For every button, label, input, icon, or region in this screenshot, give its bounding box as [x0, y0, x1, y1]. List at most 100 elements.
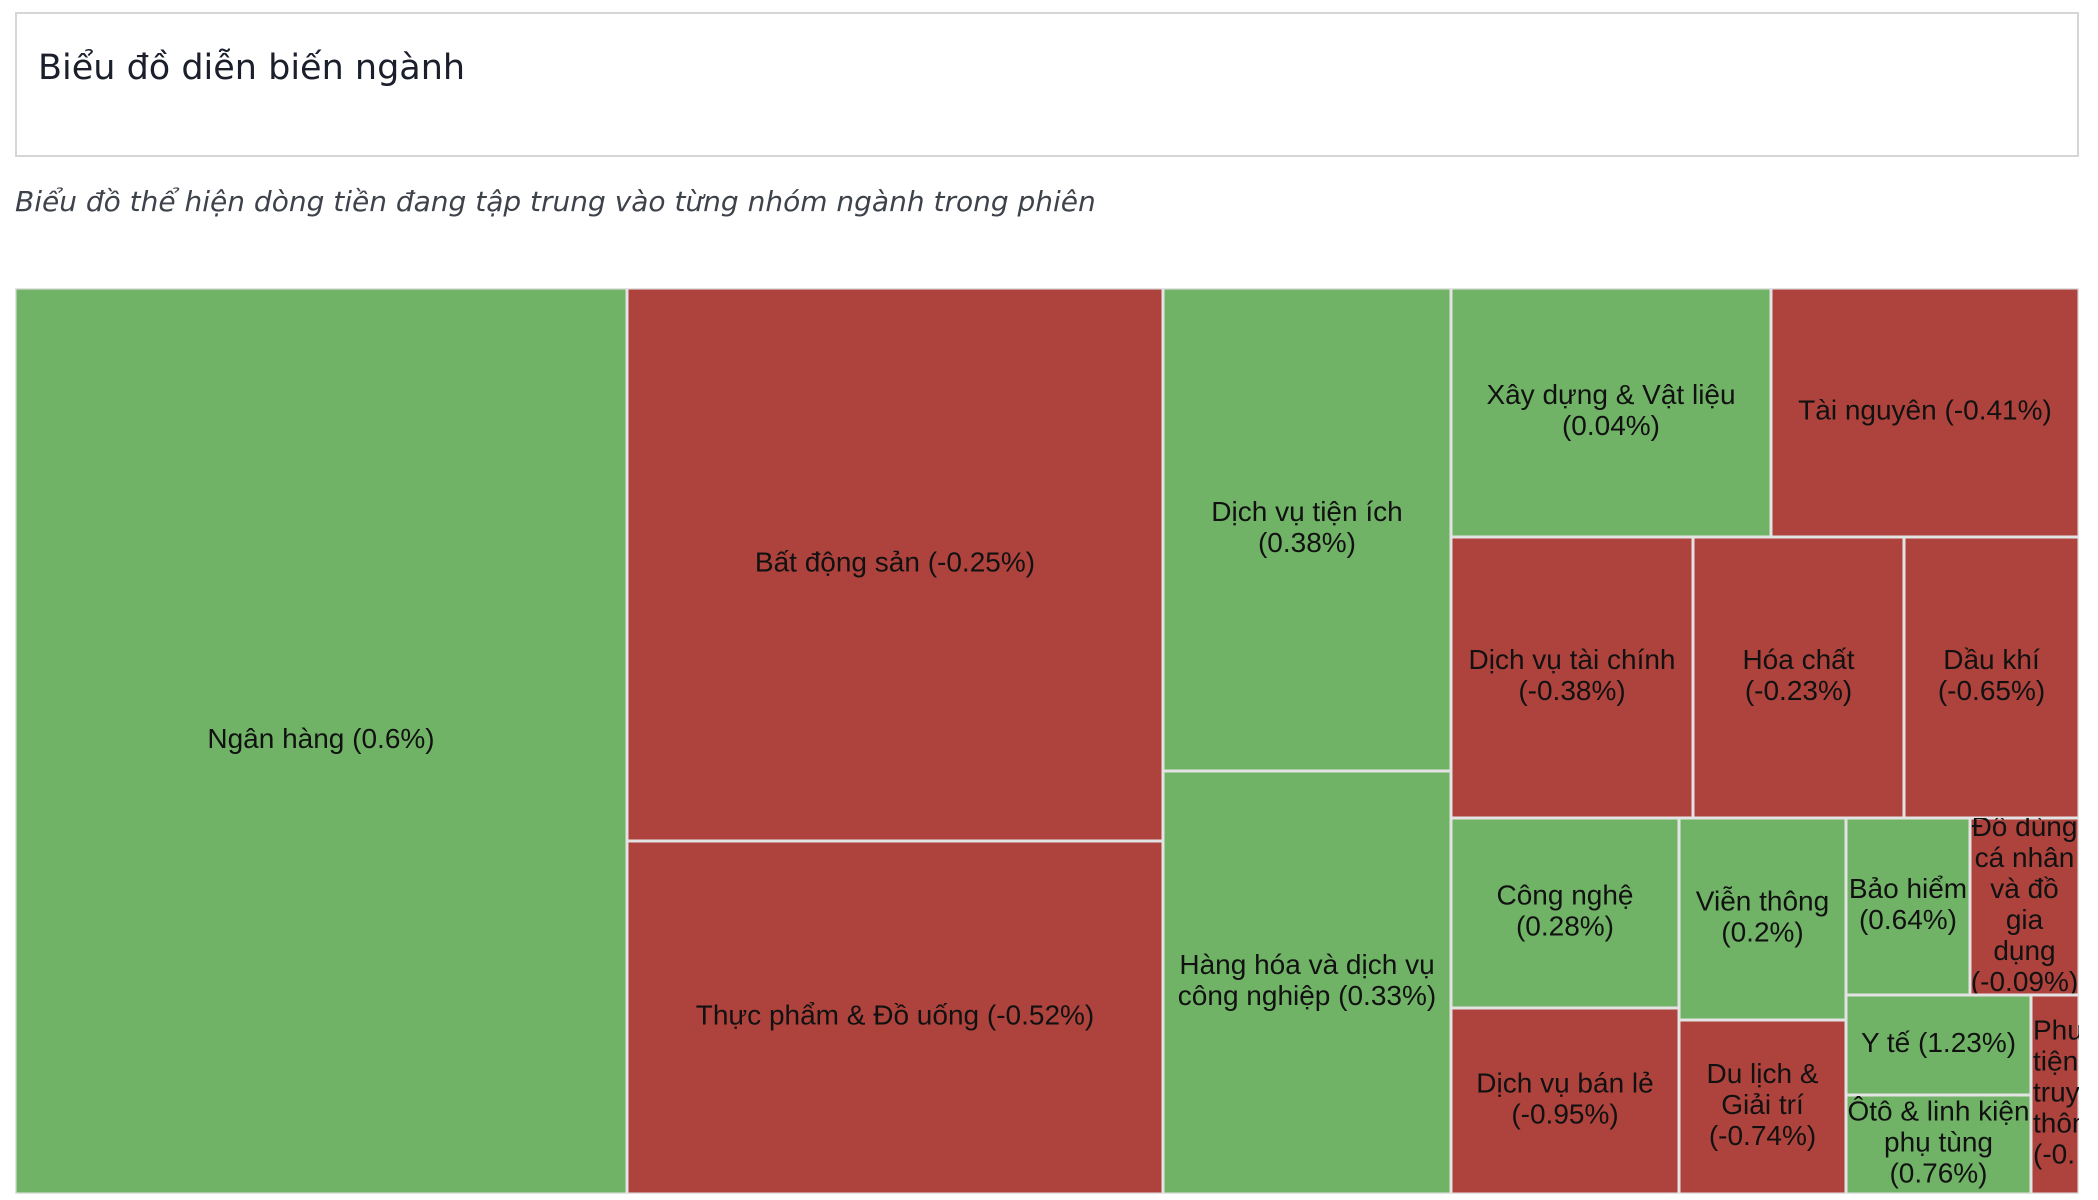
tile-label: Thực phẩm & Đồ uống (-0.52%) — [696, 1000, 1094, 1031]
tile-rect[interactable] — [1902, 535, 2079, 820]
tile-10[interactable]: Công nghệ (0.28%) — [1449, 816, 1681, 1010]
tile-label: Ngân hàng (0.6%) — [207, 723, 434, 754]
tile-label-line: (0.04%) — [1562, 410, 1660, 441]
tile-label: Tài nguyên (-0.41%) — [1798, 395, 2052, 426]
tile-label-line: (-0.65%) — [1938, 675, 2045, 706]
page-title: Biểu đồ diễn biến ngành — [38, 48, 466, 88]
tile-rect[interactable] — [1449, 1006, 1681, 1194]
tile-label: Dịch vụ tài chính (-0.38%) — [1469, 644, 1676, 706]
tile-label-line: Giải trí — [1721, 1089, 1804, 1120]
tile-label-line: thôn — [2033, 1108, 2079, 1139]
tile-label-line: Công nghệ — [1496, 880, 1633, 911]
tile-label-line: tiện — [2033, 1046, 2078, 1077]
tile-rect[interactable] — [1769, 288, 2079, 539]
tile-label-line: (0.76%) — [1889, 1158, 1987, 1189]
tile-label-line: truy — [2033, 1077, 2079, 1108]
tile-label: Dầu khí (-0.65%) — [1938, 644, 2045, 706]
tile-16[interactable]: Y tế (1.23%) — [1844, 993, 2033, 1097]
tile-label: Hàng hóa và dịch vụ công nghiệp (0.33%) — [1178, 949, 1436, 1011]
tile-2[interactable]: Thực phẩm & Đồ uống (-0.52%) — [625, 839, 1165, 1194]
tile-label-line: Du lịch & — [1706, 1058, 1818, 1089]
tile-label-line: Tài nguyên (-0.41%) — [1798, 395, 2052, 426]
tile-label: Dịch vụ tiện ích (0.38%) — [1211, 496, 1402, 558]
tile-label-line: Viễn thông — [1696, 886, 1829, 917]
tile-label-line: (0.64%) — [1859, 904, 1957, 935]
tile-label-line: Dịch vụ tài chính — [1469, 644, 1676, 675]
sector-treemap: Ngân hàng (0.6%) Bất động sản (-0.25%) Thự… — [15, 288, 2079, 1194]
tile-rect[interactable] — [1844, 993, 2033, 1097]
tile-rect[interactable] — [1844, 1093, 2033, 1194]
tile-rect[interactable] — [1691, 535, 1906, 820]
tile-label-line: Dịch vụ tiện ích — [1211, 496, 1402, 527]
tile-label: Đồ dùng cá nhân và đồ gia dụng (-0.09%) — [1971, 811, 2078, 997]
tile-4[interactable]: Hàng hóa và dịch vụ công nghiệp (0.33%) — [1161, 769, 1453, 1194]
tile-rect[interactable] — [1677, 1018, 1848, 1194]
tile-label-line: Xây dựng & Vật liệu — [1486, 379, 1735, 410]
tile-label-line: (0.28%) — [1516, 911, 1614, 942]
tile-label: Xây dựng & Vật liệu (0.04%) — [1486, 379, 1735, 441]
tile-3[interactable]: Dịch vụ tiện ích (0.38%) — [1161, 288, 1453, 773]
tile-label-line: (-0.38%) — [1518, 675, 1625, 706]
tile-rect[interactable] — [2029, 993, 2079, 1194]
tile-label-line: (-0.95%) — [1511, 1099, 1618, 1130]
tile-label-line: (-0.23%) — [1745, 675, 1852, 706]
tile-label-line: gia — [2006, 904, 2044, 935]
tile-label-line: (0.2%) — [1721, 917, 1803, 948]
tile-12[interactable]: Bảo hiểm (0.64%) — [1844, 816, 1972, 997]
tile-rect[interactable] — [1161, 288, 1453, 773]
tile-label-line: Ôtô & linh kiện — [1847, 1096, 2029, 1127]
tile-rect[interactable] — [625, 839, 1165, 1194]
tile-label-line: Phư — [2033, 1015, 2079, 1046]
header-panel — [15, 12, 2079, 157]
tile-label-line: và đồ — [1990, 873, 2059, 904]
tile-rect[interactable] — [1844, 816, 1972, 997]
tile-label: Công nghệ (0.28%) — [1496, 880, 1633, 942]
tile-label-line: Hàng hóa và dịch vụ — [1179, 949, 1434, 980]
tile-label: Y tế (1.23%) — [1861, 1027, 2016, 1058]
tile-15[interactable]: Du lịch & Giải trí (-0.74%) — [1677, 1018, 1848, 1194]
tile-label-line: Dịch vụ bán lẻ — [1476, 1068, 1653, 1099]
tile-label-line: Hóa chất — [1742, 644, 1854, 675]
tile-label-line: Bất động sản (-0.25%) — [755, 547, 1035, 578]
tile-11[interactable]: Viễn thông (0.2%) — [1677, 816, 1848, 1022]
tile-label-line: Bảo hiểm — [1849, 873, 1967, 904]
tile-5[interactable]: Xây dựng & Vật liệu (0.04%) — [1449, 288, 1773, 539]
tile-label-line: phụ tùng — [1884, 1127, 1993, 1158]
tile-1[interactable]: Bất động sản (-0.25%) — [625, 288, 1165, 843]
tile-14[interactable]: Dịch vụ bán lẻ (-0.95%) — [1449, 1006, 1681, 1194]
tile-rect[interactable] — [1161, 769, 1453, 1194]
tile-18[interactable]: Phưtiệntruythôn(-0. — [2029, 993, 2079, 1194]
tile-label-line: Ngân hàng (0.6%) — [207, 723, 434, 754]
tile-label-line: (-0.09%) — [1971, 966, 2078, 997]
tile-label-line: Đồ dùng — [1972, 811, 2078, 842]
tile-label: Bảo hiểm (0.64%) — [1849, 873, 1967, 935]
tile-label-line: Dầu khí — [1943, 644, 2040, 675]
tile-6[interactable]: Tài nguyên (-0.41%) — [1769, 288, 2079, 539]
tile-label: Viễn thông (0.2%) — [1696, 886, 1829, 948]
tile-label: Hóa chất (-0.23%) — [1742, 644, 1854, 706]
tile-13[interactable]: Đồ dùng cá nhân và đồ gia dụng (-0.09%) — [1968, 811, 2079, 997]
tile-label-line: (-0. — [2033, 1139, 2075, 1170]
tile-9[interactable]: Dầu khí (-0.65%) — [1902, 535, 2079, 820]
tile-0[interactable]: Ngân hàng (0.6%) — [15, 288, 629, 1194]
tile-label: Bất động sản (-0.25%) — [755, 547, 1035, 578]
tile-label-line: (0.38%) — [1258, 527, 1356, 558]
tile-17[interactable]: Ôtô & linh kiện phụ tùng (0.76%) — [1844, 1093, 2033, 1194]
tile-label-line: (-0.74%) — [1709, 1120, 1816, 1151]
tile-label: Du lịch & Giải trí (-0.74%) — [1706, 1058, 1818, 1151]
tile-rect[interactable] — [15, 288, 629, 1194]
tile-8[interactable]: Hóa chất (-0.23%) — [1691, 535, 1906, 820]
tile-rect[interactable] — [1449, 816, 1681, 1010]
tile-rect[interactable] — [1968, 816, 2079, 997]
tile-label-line: công nghiệp (0.33%) — [1178, 980, 1436, 1011]
tile-label-line: dụng — [1993, 935, 2055, 966]
tile-label: Phưtiệntruythôn(-0. — [2033, 1015, 2079, 1170]
tile-label-line: cá nhân — [1975, 842, 2075, 873]
tile-label: Ôtô & linh kiện phụ tùng (0.76%) — [1847, 1096, 2029, 1189]
treemap-svg: Ngân hàng (0.6%) Bất động sản (-0.25%) Thự… — [15, 288, 2079, 1194]
tile-rect[interactable] — [1677, 816, 1848, 1022]
tile-7[interactable]: Dịch vụ tài chính (-0.38%) — [1449, 535, 1695, 820]
chart-subtitle: Biểu đồ thể hiện dòng tiền đang tập trun… — [15, 185, 1096, 218]
tile-label-line: Thực phẩm & Đồ uống (-0.52%) — [696, 1000, 1094, 1031]
tile-label: Dịch vụ bán lẻ (-0.95%) — [1476, 1068, 1653, 1130]
